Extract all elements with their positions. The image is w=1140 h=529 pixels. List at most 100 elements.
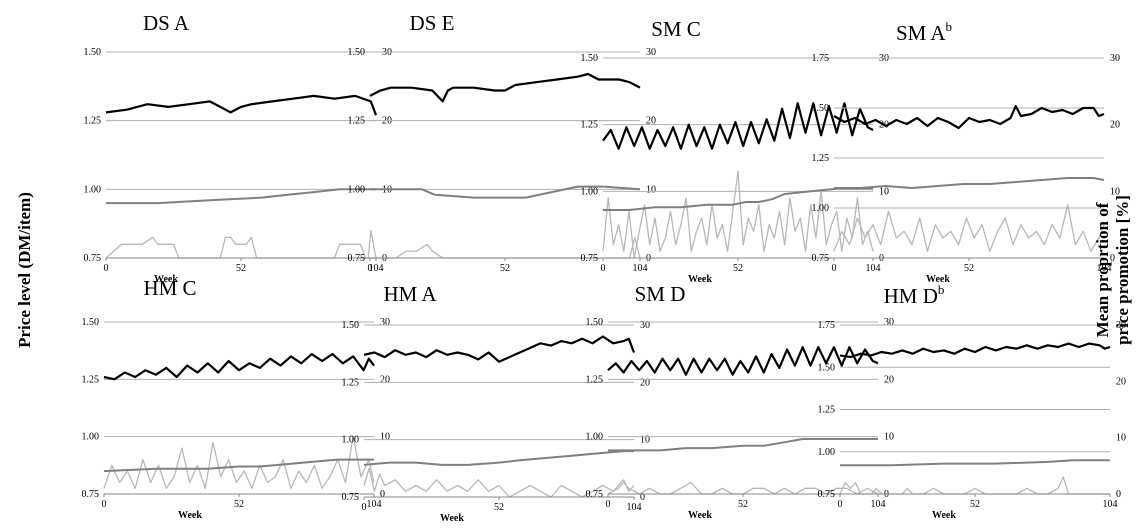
series-line-promotion-proportion (833, 204, 1105, 252)
x-tick-label: 52 (234, 499, 244, 510)
right-axis-label-line1: Mean proprtion of (1093, 202, 1112, 337)
y-tick-label: 1.00 (812, 203, 830, 214)
y2-tick-label: 20 (884, 374, 894, 385)
y2-tick-label: 10 (380, 432, 390, 443)
chart-panel: 0.75 1.00 1.25 1.50 0 10 20 30 0 52 104 DS E (348, 11, 657, 274)
x-tick-label: 104 (633, 263, 648, 274)
y-tick-label: 1.00 (84, 184, 102, 195)
y-tick-label: 1.00 (82, 432, 100, 443)
chart-panel: 0.75 1.00 1.25 1.50 0 10 20 30 0 52 104 Week SM C (581, 17, 890, 285)
series-line-promotion-proportion (607, 481, 879, 495)
y-tick-label: 1.25 (84, 116, 102, 127)
x-tick-label: 104 (866, 263, 881, 274)
x-tick-label: 0 (362, 502, 367, 513)
series-line-mean-price (608, 438, 878, 452)
series-line-promotion-proportion (602, 170, 874, 259)
series-line-mean-price (106, 188, 376, 205)
y-tick-label: 1.50 (812, 103, 830, 114)
y2-tick-label: 0 (1116, 489, 1121, 500)
x-tick-label: 52 (500, 263, 510, 274)
y2-tick-label: 20 (646, 116, 656, 127)
y-tick-label: 1.50 (342, 320, 360, 331)
x-axis-label: Week (154, 274, 178, 285)
y-tick-label: 1.50 (818, 362, 836, 373)
series-line-promotion-proportion (839, 476, 1110, 495)
chart-title: HM A (383, 282, 437, 306)
y2-tick-label: 20 (640, 377, 650, 388)
x-tick-label: 104 (1097, 263, 1112, 274)
y2-tick-label: 10 (1110, 186, 1120, 197)
chart-title: SM C (651, 17, 701, 41)
y2-tick-label: 30 (380, 317, 390, 328)
x-axis-label: Week (178, 510, 202, 521)
y2-tick-label: 30 (884, 317, 894, 328)
x-tick-label: 104 (627, 502, 642, 513)
series-line-mean-price (603, 187, 873, 211)
x-tick-label: 52 (733, 263, 743, 274)
chart-title: SM D (635, 282, 686, 306)
series-line-mean-price (103, 458, 374, 473)
chart-title: SM Ab (896, 19, 952, 45)
y2-tick-label: 0 (1110, 253, 1115, 264)
series-line-mean-price (363, 450, 634, 466)
y-tick-label: 0.75 (581, 253, 599, 264)
x-tick-label: 52 (970, 499, 980, 510)
left-axis-label: Price level (DM/item) (15, 192, 34, 348)
y-tick-label: 1.50 (586, 317, 604, 328)
series-line-price-level (839, 342, 1111, 359)
x-tick-label: 104 (871, 499, 886, 510)
y2-tick-label: 30 (646, 47, 656, 58)
x-tick-label: 0 (368, 263, 373, 274)
series-line-promotion-proportion (105, 229, 377, 259)
series-line-price-level (369, 72, 641, 103)
x-tick-label: 52 (964, 263, 974, 274)
series-line-price-level (833, 104, 1105, 130)
chart-panel: 0.75 1.00 1.25 1.50 1.75 0 10 20 30 0 52 104 Week SM … (812, 19, 1121, 285)
y2-tick-label: 20 (380, 374, 390, 385)
y-tick-label: 1.00 (342, 435, 360, 446)
y-tick-label: 1.75 (818, 320, 836, 331)
series-line-mean-price (370, 185, 641, 199)
y2-tick-label: 30 (640, 320, 650, 331)
y-tick-label: 1.00 (348, 184, 366, 195)
x-tick-label: 104 (1103, 499, 1118, 510)
x-tick-label: 104 (367, 499, 382, 510)
x-axis-label: Week (932, 510, 956, 521)
y-tick-label: 1.25 (342, 377, 360, 388)
chart-panel: 0.75 1.00 1.25 1.50 1.75 0 10 20 30 0 52 104 Week HM … (818, 282, 1127, 521)
x-tick-label: 52 (738, 499, 748, 510)
series-line-promotion-proportion (103, 436, 375, 489)
y-tick-label: 1.25 (82, 374, 100, 385)
series-line-price-level (602, 102, 874, 150)
x-tick-label: 0 (838, 499, 843, 510)
series-line-price-level (363, 335, 636, 363)
x-axis-label: Week (688, 510, 712, 521)
x-tick-label: 104 (369, 263, 384, 274)
chart-panel: 0.75 1.00 1.25 1.50 0 10 20 30 0 52 104 Week HM A (342, 282, 651, 524)
x-axis-label: Week (926, 274, 950, 285)
right-axis-label: Mean proprtion of price promotion [%] (1093, 195, 1132, 345)
x-tick-label: 52 (494, 502, 504, 513)
y-tick-label: 1.25 (812, 153, 830, 164)
y2-tick-label: 30 (1110, 53, 1120, 64)
y2-tick-label: 10 (879, 186, 889, 197)
y-tick-label: 0.75 (586, 489, 604, 500)
y2-tick-label: 10 (1116, 433, 1126, 444)
y-tick-label: 1.50 (82, 317, 100, 328)
chart-panel: 0.75 1.00 1.25 1.50 0 10 20 30 0 52 104 Week SM D (586, 282, 895, 521)
series-line-promotion-proportion (363, 467, 635, 498)
y-tick-label: 0.75 (82, 489, 100, 500)
y-tick-label: 1.00 (818, 447, 836, 458)
y2-tick-label: 0 (640, 492, 645, 503)
series-line-mean-price (840, 459, 1110, 467)
y2-tick-label: 30 (1116, 320, 1126, 331)
chart-title: HM C (143, 276, 196, 300)
x-axis-label: Week (688, 274, 712, 285)
y-tick-label: 0.75 (342, 492, 360, 503)
chart-title: DS A (143, 11, 190, 35)
y-tick-label: 1.00 (586, 432, 604, 443)
y2-tick-label: 20 (1116, 376, 1126, 387)
left-axis-label-text: Price level (DM/item) (15, 192, 34, 348)
y-tick-label: 0.75 (812, 253, 830, 264)
